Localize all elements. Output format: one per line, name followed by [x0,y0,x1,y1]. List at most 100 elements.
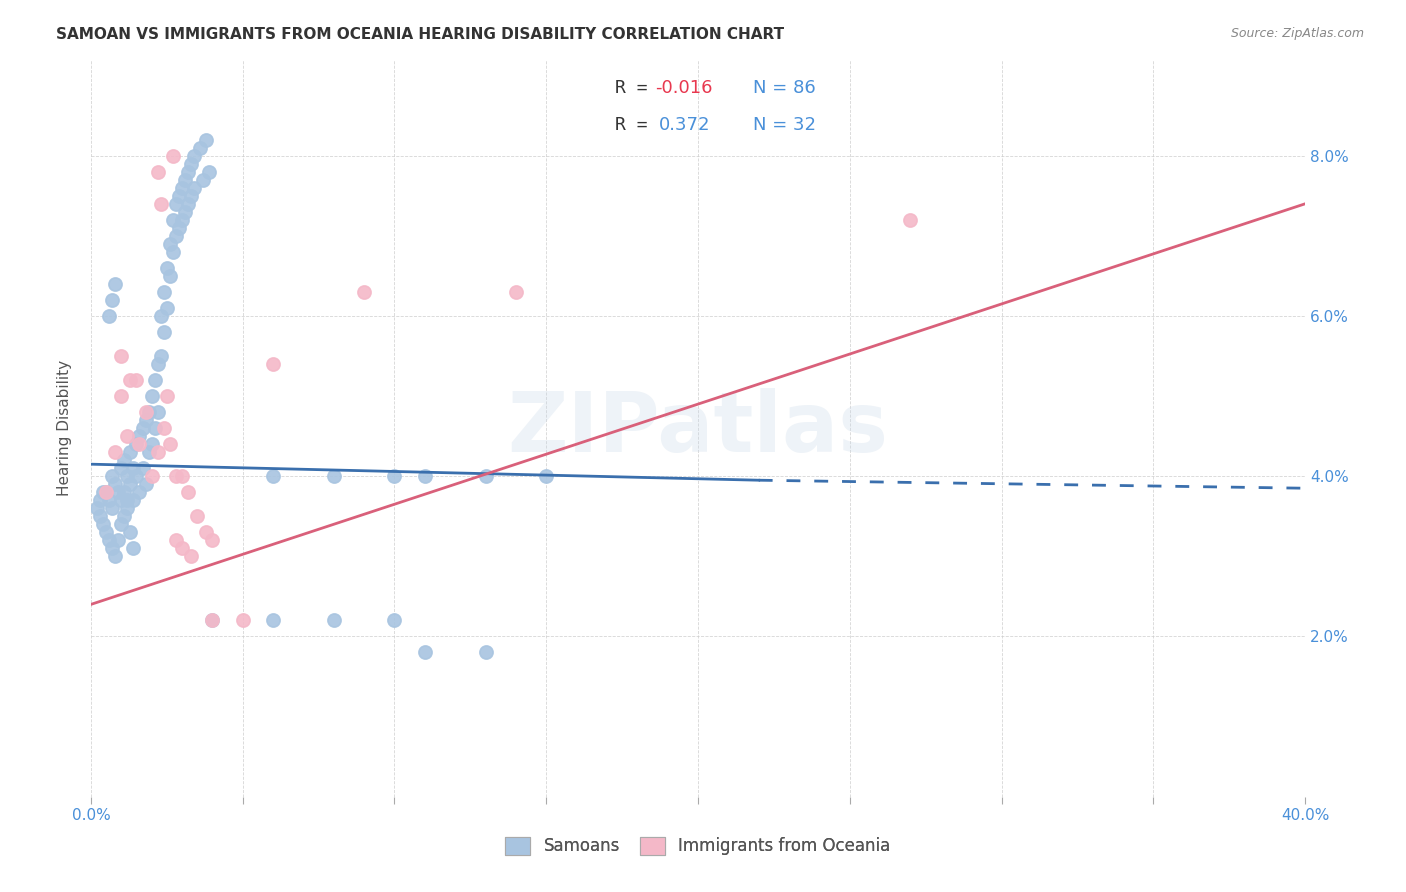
Point [104,549,127,564]
Point [188,141,211,155]
Point [384,614,406,628]
Point [156,301,179,315]
Point [112,453,135,467]
Point [183,149,205,163]
Point [128,437,150,451]
Point [195,525,218,540]
Point [112,485,135,500]
Point [167,189,190,203]
Point [104,477,127,491]
Point [98,309,121,323]
Point [180,157,202,171]
Text: N = 86: N = 86 [752,78,815,96]
Point [122,493,145,508]
Point [474,645,496,659]
Point [125,469,148,483]
Point [183,181,205,195]
Point [128,485,150,500]
Point [117,493,139,508]
Point [94,525,117,540]
Point [505,285,527,299]
Point [104,445,127,459]
Point [177,485,200,500]
Point [149,309,172,323]
Point [152,421,174,435]
Point [170,541,193,556]
Point [107,533,129,548]
Point [900,212,922,227]
Point [135,405,157,419]
Point [149,349,172,363]
Point [86,501,108,516]
Point [131,461,153,475]
Point [120,477,142,491]
Point [159,268,181,283]
Point [94,485,117,500]
Point [112,509,135,524]
Point [141,389,163,403]
Point [122,541,145,556]
Text: ZIPatlas: ZIPatlas [508,388,889,468]
Point [89,509,111,524]
Point [91,517,114,532]
Text: R =: R = [616,78,659,96]
Point [162,244,184,259]
Point [159,236,181,251]
Point [117,501,139,516]
Point [174,173,197,187]
Point [122,461,145,475]
Point [110,349,132,363]
Point [165,196,187,211]
Point [170,181,193,195]
Point [101,541,124,556]
Point [186,509,208,524]
Point [384,469,406,483]
Point [89,493,111,508]
Point [146,445,169,459]
Point [177,165,200,179]
Text: SAMOAN VS IMMIGRANTS FROM OCEANIA HEARING DISABILITY CORRELATION CHART: SAMOAN VS IMMIGRANTS FROM OCEANIA HEARIN… [56,27,785,42]
Point [413,645,436,659]
Point [101,469,124,483]
Point [413,469,436,483]
Point [141,469,163,483]
Point [143,421,166,435]
Text: Source: ZipAtlas.com: Source: ZipAtlas.com [1230,27,1364,40]
Point [162,149,184,163]
Point [94,485,117,500]
Point [474,469,496,483]
Point [322,469,344,483]
Point [152,325,174,339]
Point [174,204,197,219]
Point [138,405,160,419]
Point [120,445,142,459]
Text: -0.016: -0.016 [655,78,713,96]
Point [170,469,193,483]
Point [165,533,187,548]
Text: 0.372: 0.372 [659,116,710,134]
Point [104,277,127,291]
Point [138,445,160,459]
Point [232,614,254,628]
Text: R =: R = [616,116,669,134]
Point [110,461,132,475]
Point [98,533,121,548]
Point [353,285,375,299]
Point [165,469,187,483]
Point [322,614,344,628]
Point [131,421,153,435]
Point [135,413,157,427]
Point [117,429,139,443]
Point [159,437,181,451]
Point [201,614,224,628]
Point [101,293,124,307]
Point [262,469,284,483]
Text: N = 32: N = 32 [752,116,815,134]
Legend: Samoans, Immigrants from Oceania: Samoans, Immigrants from Oceania [499,830,897,862]
Y-axis label: Hearing Disability: Hearing Disability [58,360,72,496]
Point [91,485,114,500]
Point [198,165,221,179]
Point [125,373,148,387]
Point [146,165,169,179]
Point [195,133,218,147]
